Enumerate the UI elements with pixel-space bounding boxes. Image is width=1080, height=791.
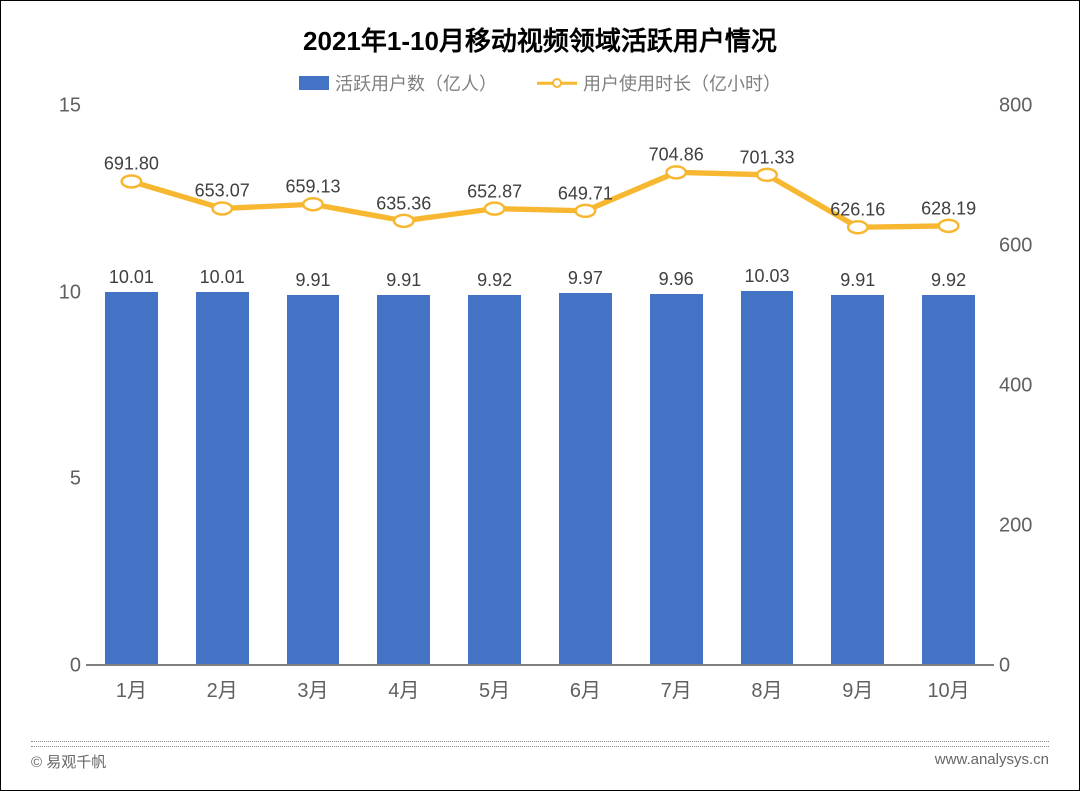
x-axis-label: 3月 xyxy=(268,674,359,703)
line-value-label: 659.13 xyxy=(285,177,340,198)
y-right-tick: 600 xyxy=(999,235,1049,258)
bar-value-label: 10.01 xyxy=(200,267,245,288)
bar-value-label: 9.91 xyxy=(840,270,875,291)
bar-value-label: 9.97 xyxy=(568,268,603,289)
line-value-label: 649.71 xyxy=(558,184,613,205)
bar-value-label: 10.03 xyxy=(744,266,789,287)
bar-value-label: 9.91 xyxy=(295,270,330,291)
x-axis-label: 1月 xyxy=(86,674,177,703)
footer: © 易观千帆 www.analysys.cn xyxy=(31,741,1049,772)
x-axis-labels: 1月2月3月4月5月6月7月8月9月10月 xyxy=(86,674,994,703)
line-value-label: 691.80 xyxy=(104,154,159,175)
y-right-tick: 200 xyxy=(999,515,1049,538)
bar-slot: 9.92 xyxy=(903,106,994,664)
line-value-label: 635.36 xyxy=(376,194,431,215)
legend-item-line: 用户使用时长（亿小时） xyxy=(537,70,781,96)
bar-value-label: 9.92 xyxy=(931,270,966,291)
x-axis-label: 6月 xyxy=(540,674,631,703)
bar xyxy=(831,295,884,664)
y-right-tick: 800 xyxy=(999,95,1049,118)
line-value-label: 628.19 xyxy=(921,199,976,220)
legend-bar-swatch xyxy=(299,76,329,90)
line-value-label: 704.86 xyxy=(649,145,704,166)
chart-container: 2021年1-10月移动视频领域活跃用户情况 活跃用户数（亿人） 用户使用时长（… xyxy=(0,0,1080,791)
legend-item-bar: 活跃用户数（亿人） xyxy=(299,70,497,96)
line-value-label: 626.16 xyxy=(830,200,885,221)
bar xyxy=(559,293,612,664)
y-right-tick: 400 xyxy=(999,375,1049,398)
footer-copyright: © 易观千帆 xyxy=(31,751,106,772)
bar xyxy=(377,295,430,664)
x-axis-label: 2月 xyxy=(177,674,268,703)
line-value-label: 653.07 xyxy=(195,181,250,202)
bar-slot: 9.91 xyxy=(812,106,903,664)
chart-title: 2021年1-10月移动视频领域活跃用户情况 xyxy=(31,21,1049,58)
bar-value-label: 9.92 xyxy=(477,270,512,291)
plot-inner: 10.01 10.01 9.91 9.91 9.92 9.97 9.96 10.03 9.91 9… xyxy=(86,106,994,666)
bar xyxy=(196,292,249,664)
bar-slot: 10.01 xyxy=(86,106,177,664)
bar xyxy=(287,295,340,664)
y-axis-left: 051015 xyxy=(31,106,81,666)
legend-bar-label: 活跃用户数（亿人） xyxy=(335,70,497,96)
x-axis-label: 4月 xyxy=(358,674,449,703)
footer-url: www.analysys.cn xyxy=(935,751,1049,772)
y-left-tick: 15 xyxy=(31,95,81,118)
line-value-label: 701.33 xyxy=(739,148,794,169)
bar-value-label: 9.96 xyxy=(659,269,694,290)
legend-line-label: 用户使用时长（亿小时） xyxy=(583,70,781,96)
legend: 活跃用户数（亿人） 用户使用时长（亿小时） xyxy=(31,70,1049,96)
legend-line-swatch xyxy=(537,76,577,90)
bar xyxy=(650,294,703,665)
bar-slot: 9.96 xyxy=(631,106,722,664)
line-value-label: 652.87 xyxy=(467,181,522,202)
x-axis-label: 10月 xyxy=(903,674,994,703)
bar-slot: 10.03 xyxy=(722,106,813,664)
y-left-tick: 10 xyxy=(31,281,81,304)
y-axis-right: 0200400600800 xyxy=(999,106,1049,666)
x-axis-label: 5月 xyxy=(449,674,540,703)
y-left-tick: 5 xyxy=(31,468,81,491)
bar xyxy=(741,291,794,664)
x-axis-label: 9月 xyxy=(812,674,903,703)
bar xyxy=(468,295,521,664)
plot-area: 051015 0200400600800 10.0110.019.919.919… xyxy=(31,106,1049,666)
bar-slot: 9.91 xyxy=(358,106,449,664)
y-right-tick: 0 xyxy=(999,655,1049,678)
bar xyxy=(922,295,975,664)
bar xyxy=(105,292,158,664)
x-axis-label: 8月 xyxy=(722,674,813,703)
x-axis-label: 7月 xyxy=(631,674,722,703)
bar-value-label: 9.91 xyxy=(386,270,421,291)
bar-value-label: 10.01 xyxy=(109,267,154,288)
y-left-tick: 0 xyxy=(31,655,81,678)
